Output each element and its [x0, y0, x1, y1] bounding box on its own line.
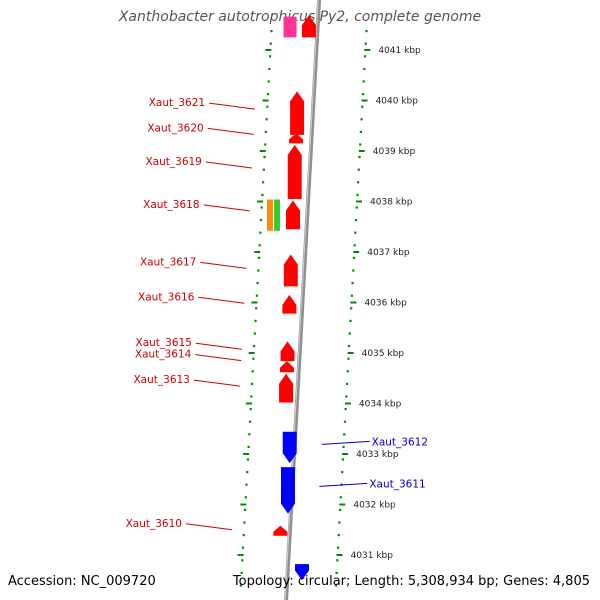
inner-tick-ring [334, 30, 371, 587]
gene-label-xaut-3611[interactable]: Xaut_3611 [369, 478, 425, 490]
rrna-green[interactable] [274, 199, 280, 231]
gene-xaut-3613[interactable] [279, 373, 294, 403]
kbp-tick-label: 4032 kbp [353, 501, 396, 511]
kbp-tick-label: 4031 kbp [351, 551, 394, 561]
feature-track[interactable] [267, 15, 316, 581]
gene-label-leader [321, 440, 370, 445]
kbp-tick-label: 4036 kbp [364, 299, 407, 309]
accession-text: Accession: NC_009720 [8, 574, 156, 589]
misc-feature-top[interactable] [283, 16, 297, 38]
gene-label-xaut-3617[interactable]: Xaut_3617 [140, 256, 196, 268]
gene-xaut-3620[interactable] [289, 133, 304, 144]
gene-label-xaut-3610[interactable]: Xaut_3610 [126, 518, 182, 530]
gene-xaut-3616[interactable] [282, 294, 297, 314]
gene-label-leader [195, 354, 242, 362]
gene-label-leader [200, 261, 247, 269]
gene-xaut-3612[interactable] [282, 431, 297, 464]
gene-label-xaut-3618[interactable]: Xaut_3618 [143, 199, 199, 211]
gene-label-leader [207, 127, 254, 135]
gene-label-xaut-3619[interactable]: Xaut_3619 [145, 156, 201, 168]
kbp-tick-label: 4037 kbp [367, 248, 410, 258]
kbp-tick-label: 4034 kbp [359, 400, 402, 410]
gene-bottom-minus[interactable] [295, 564, 309, 581]
gene-xaut-3611[interactable] [280, 467, 295, 514]
gene-label-leader [193, 379, 240, 387]
gene-label-leader [185, 523, 233, 531]
kbp-tick-label: 4039 kbp [373, 147, 416, 157]
gene-label-xaut-3614[interactable]: Xaut_3614 [135, 349, 192, 361]
gene-label-leader [319, 482, 368, 487]
gene-label-leader [209, 102, 256, 110]
kbp-tick-label: 4035 kbp [362, 349, 405, 359]
rrna-orange[interactable] [267, 199, 273, 231]
gene-xaut-3619[interactable] [287, 144, 302, 199]
gene-xaut-3614[interactable] [279, 361, 294, 373]
kbp-tick-label: 4033 kbp [356, 450, 399, 460]
genome-title: Xanthobacter autotrophicus Py2, complete… [118, 9, 482, 25]
gene-xaut-3621[interactable] [290, 91, 305, 135]
gene-xaut-3615[interactable] [280, 341, 295, 362]
gene-track[interactable] [273, 91, 305, 536]
outer-tick-ring [237, 30, 273, 587]
gene-label-xaut-3615[interactable]: Xaut_3615 [136, 337, 192, 349]
gene-labels: Xaut_3621 Xaut_3620 Xaut_3619 Xaut_3618 Xaut… [126, 97, 428, 531]
gene-xaut-3617[interactable] [283, 254, 298, 287]
gene-top-plus[interactable] [302, 15, 316, 38]
gene-label-leader [195, 342, 242, 350]
gene-label-xaut-3613[interactable]: Xaut_3613 [133, 374, 189, 386]
gene-label-leader [198, 296, 245, 304]
gene-label-xaut-3620[interactable]: Xaut_3620 [147, 122, 203, 134]
gene-label-leader [205, 161, 252, 169]
gene-label-xaut-3616[interactable]: Xaut_3616 [138, 291, 195, 303]
gene-label-xaut-3621[interactable]: Xaut_3621 [149, 97, 205, 109]
kbp-tick-label: 4040 kbp [376, 97, 419, 107]
kbp-tick-label: 4041 kbp [378, 46, 421, 56]
genome-stats-text: Topology: circular; Length: 5,308,934 bp… [232, 574, 590, 589]
gene-xaut-3610[interactable] [273, 525, 288, 536]
gene-label-leader [203, 204, 250, 212]
gene-label-xaut-3612[interactable]: Xaut_3612 [372, 436, 428, 448]
kbp-scale: 4041 kbp 4040 kbp 4039 kbp 4038 kbp 4037 kbp… [351, 46, 421, 561]
gene-xaut-3618[interactable] [286, 200, 301, 230]
kbp-tick-label: 4038 kbp [370, 198, 413, 208]
